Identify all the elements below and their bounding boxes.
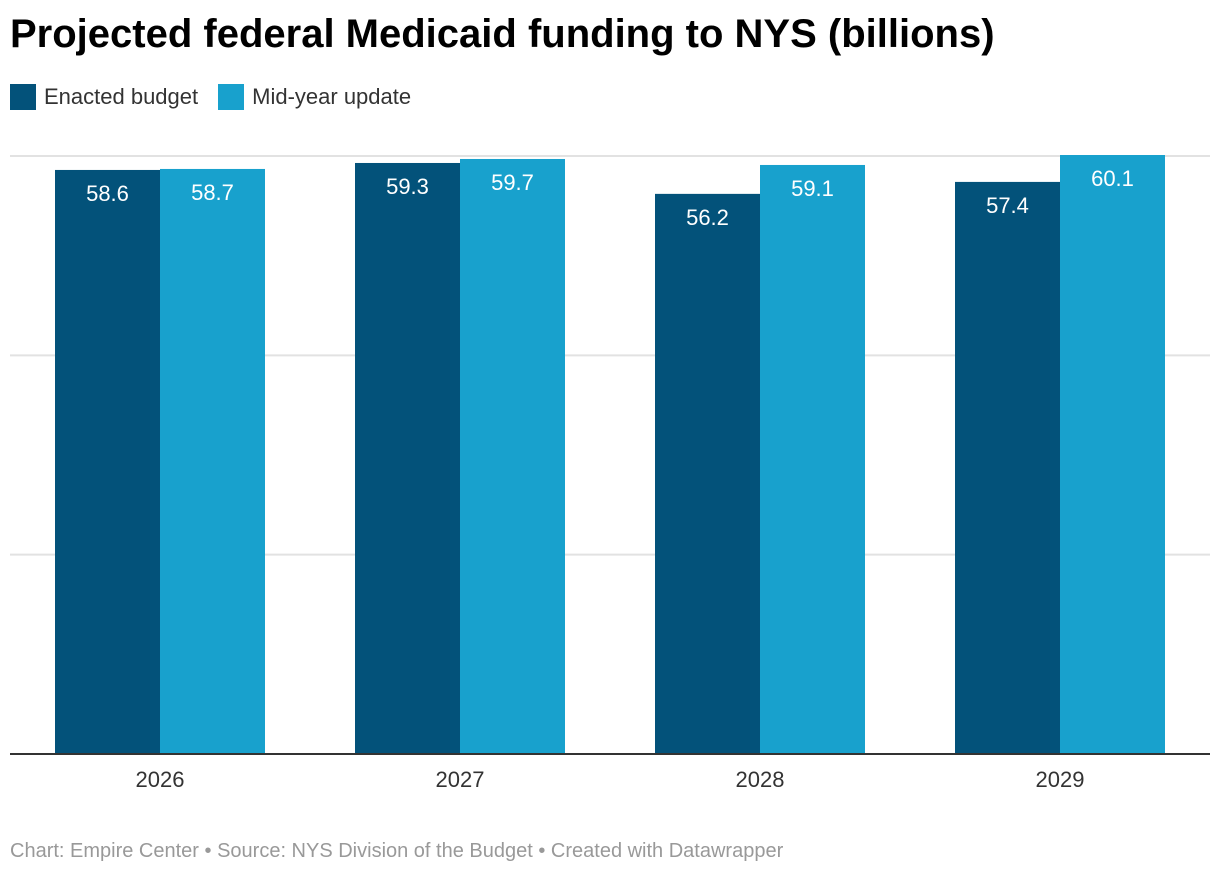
x-tick-label: 2026 [136, 767, 185, 792]
x-tick-label: 2029 [1036, 767, 1085, 792]
data-label: 58.6 [86, 181, 129, 206]
data-label: 60.1 [1091, 166, 1134, 191]
bar-2028-enacted [655, 193, 760, 754]
legend-swatch-enacted [10, 84, 36, 110]
bar-2028-midyear [760, 164, 865, 755]
legend-swatch-midyear [218, 84, 245, 110]
data-label: 59.1 [791, 176, 834, 201]
bar-2029-enacted [955, 181, 1060, 754]
bar-2027-enacted [355, 162, 460, 754]
data-label: 58.7 [191, 180, 234, 205]
bar-2029-midyear [1060, 155, 1165, 755]
legend-item-midyear: Mid-year update [218, 84, 411, 110]
data-label: 56.2 [686, 205, 729, 230]
footer-credits: Chart: Empire Center • Source: NYS Divis… [10, 840, 784, 862]
legend-item-enacted: Enacted budget [10, 84, 198, 110]
bar-2026-midyear [160, 168, 265, 754]
legend: Enacted budget Mid-year update [10, 84, 411, 110]
data-label: 59.3 [386, 174, 429, 199]
x-tick-label: 2027 [436, 767, 485, 792]
bar-2027-midyear [460, 158, 565, 755]
legend-label-enacted: Enacted budget [44, 84, 199, 109]
chart-title: Projected federal Medicaid funding to NY… [10, 12, 995, 56]
data-label: 57.4 [986, 193, 1029, 218]
x-tick-label: 2028 [736, 767, 785, 792]
data-label: 59.7 [491, 170, 534, 195]
bar-2026-enacted [55, 169, 160, 754]
legend-label-midyear: Mid-year update [252, 84, 412, 109]
